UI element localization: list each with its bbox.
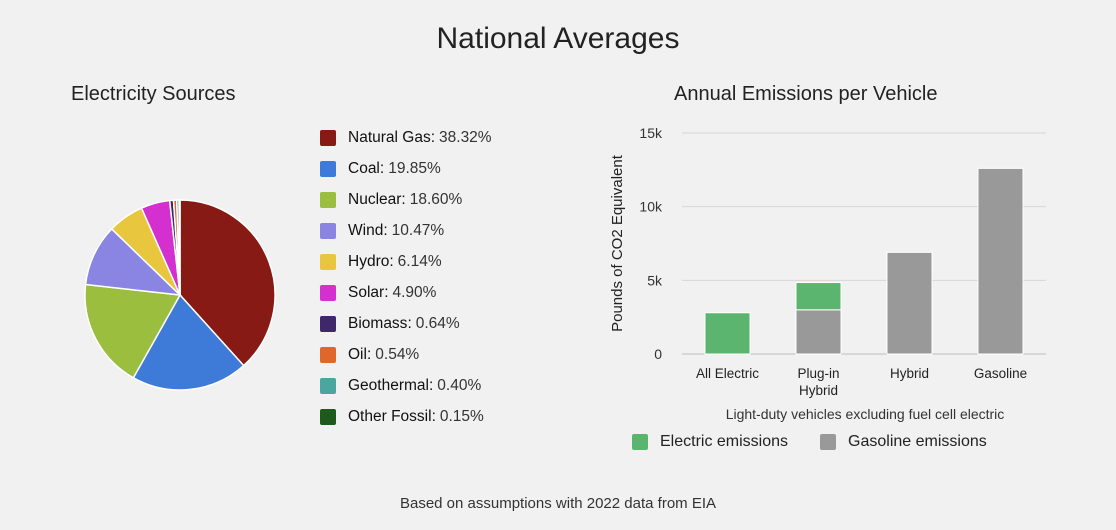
legend-swatch (320, 284, 336, 301)
legend-label: Geothermal (348, 376, 429, 394)
legend-swatch (320, 222, 336, 239)
legend-label: Coal (348, 159, 380, 177)
bar-electric-emissions-all-electric[interactable] (704, 312, 751, 355)
pie-slice-coal[interactable] (132, 293, 245, 391)
legend-label: Biomass (348, 314, 408, 332)
legend-label: Wind (348, 221, 384, 239)
pie-slice-nuclear[interactable] (84, 283, 182, 379)
y-tick-label: 5k (647, 272, 663, 288)
x-axis-caption: Light-duty vehicles excluding fuel cell … (725, 406, 1005, 422)
legend-item-other-fossil: Other Fossil: 0.15% (320, 401, 492, 432)
legend-label: Solar (348, 283, 385, 301)
legend-label: Hydro (348, 252, 390, 270)
x-tick-label: All Electric (696, 366, 759, 381)
legend-swatch (320, 408, 336, 425)
pie-slice-other-fossil[interactable] (178, 199, 181, 296)
x-tick-label: Plug-in (797, 366, 839, 381)
legend-value: 0.15% (439, 407, 484, 425)
bar-gasoline-emissions-gasoline[interactable] (977, 167, 1024, 355)
legend-item-nuclear: Nuclear: 18.60% (320, 184, 492, 215)
legend-value: 38.32% (439, 128, 492, 146)
legend-item-geothermal: Geothermal: 0.40% (320, 370, 492, 401)
legend-label: Gasoline emissions (848, 433, 987, 450)
legend-value: 19.85% (388, 159, 441, 177)
legend-swatch (820, 434, 837, 450)
legend-value: 18.60% (409, 190, 463, 208)
legend-value: 0.64% (415, 314, 460, 332)
bar-chart-title: Annual Emissions per Vehicle (674, 83, 938, 105)
legend-value: 6.14% (397, 252, 442, 270)
legend-item-coal: Coal: 19.85% (320, 153, 492, 184)
legend-value: 0.54% (375, 345, 420, 363)
legend-item-wind: Wind: 10.47% (320, 215, 492, 246)
y-tick-label: 10k (639, 199, 663, 215)
legend-item-natural-gas: Natural Gas: 38.32% (320, 122, 492, 153)
emissions-bar-chart: 0 5k 10k 15k Pounds of CO2 Equivalent All Ele… (609, 125, 1046, 398)
legend-value: 10.47% (391, 221, 445, 239)
bar-gasoline-emissions-plug-in-hybrid[interactable] (795, 309, 842, 355)
legend-swatch (320, 346, 336, 363)
legend-swatch (632, 434, 648, 450)
x-tick-label: Hybrid (799, 383, 838, 398)
y-tick-label: 0 (654, 346, 662, 362)
pie-slice-natural-gas[interactable] (179, 199, 276, 367)
footnote: Based on assumptions with 2022 data from… (399, 495, 716, 512)
legend-swatch (320, 315, 336, 332)
x-tick-label: Gasoline (974, 366, 1027, 381)
legend-label: Natural Gas (348, 128, 431, 146)
legend-label: Electric emissions (660, 433, 789, 450)
legend-label: Oil (348, 345, 367, 363)
legend-label: Nuclear (348, 190, 402, 208)
bar-electric-emissions-plug-in-hybrid[interactable] (795, 282, 842, 311)
page-title: National Averages (436, 22, 680, 55)
legend-swatch (320, 377, 336, 394)
legend-swatch (320, 191, 336, 208)
legend-item-oil: Oil: 0.54% (320, 339, 492, 370)
y-axis-label: Pounds of CO2 Equivalent (609, 154, 626, 332)
pie-legend: Natural Gas: 38.32% Coal: 19.85% Nuclear… (320, 122, 492, 432)
bar-gasoline-emissions-hybrid[interactable] (886, 251, 933, 355)
legend-item-electric-emissions: Electric emissions (632, 433, 788, 451)
legend-swatch (320, 129, 336, 146)
legend-label: Other Fossil (348, 407, 432, 425)
legend-swatch (320, 160, 336, 177)
legend-value: 0.40% (437, 376, 482, 394)
legend-item-solar: Solar: 4.90% (320, 277, 492, 308)
bar-legend: Electric emissions Gasoline emissions (632, 433, 1019, 451)
legend-value: 4.90% (392, 283, 437, 301)
y-tick-label: 15k (639, 125, 663, 141)
x-tick-label: Hybrid (890, 366, 929, 381)
electricity-sources-pie-chart (84, 199, 276, 391)
pie-chart-title: Electricity Sources (71, 83, 236, 105)
legend-item-hydro: Hydro: 6.14% (320, 246, 492, 277)
legend-item-biomass: Biomass: 0.64% (320, 308, 492, 339)
legend-item-gasoline-emissions: Gasoline emissions (820, 433, 987, 451)
legend-swatch (320, 253, 336, 270)
